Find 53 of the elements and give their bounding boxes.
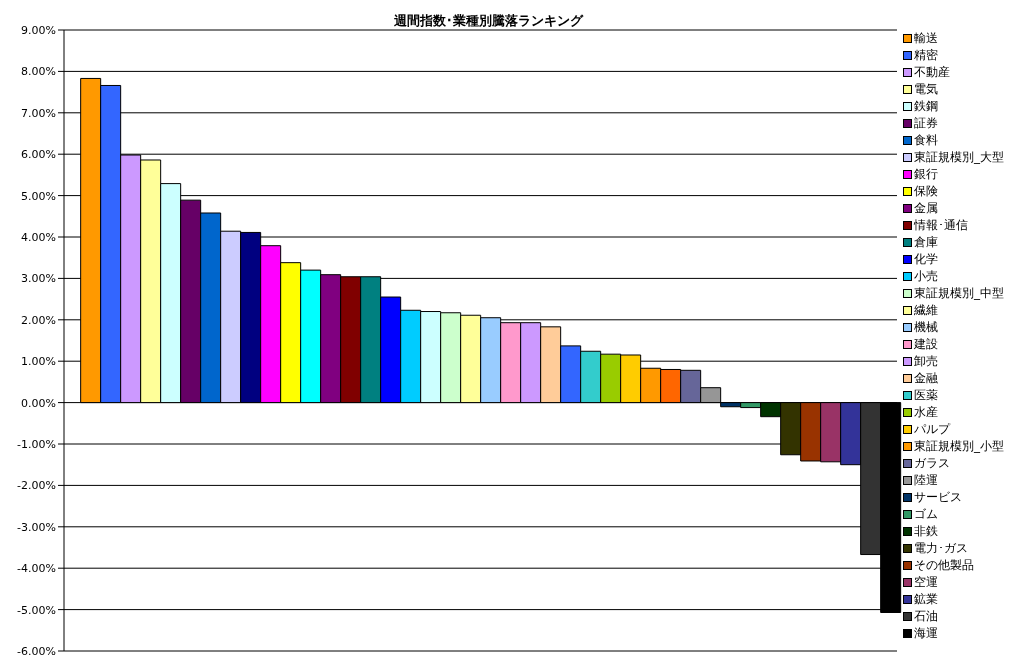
y-tick-label: -6.00% <box>17 644 56 658</box>
legend-label: 化学 <box>914 250 938 268</box>
legend-label: 鉄鋼 <box>914 97 938 115</box>
legend-label: 東証規模別_中型 <box>914 284 1004 302</box>
legend-label: ガラス <box>914 454 950 472</box>
legend-label: 金属 <box>914 199 938 217</box>
legend-label: 医薬 <box>914 386 938 404</box>
legend-label: 卸売 <box>914 352 938 370</box>
y-tick-label: 2.00% <box>21 313 56 327</box>
y-tick-label: -5.00% <box>17 603 56 617</box>
y-tick-label: -1.00% <box>17 437 56 451</box>
legend-label: その他製品 <box>914 556 974 574</box>
y-tick-label: 7.00% <box>21 106 56 120</box>
legend-label: 繊維 <box>914 301 938 319</box>
legend-label: 空運 <box>914 573 938 591</box>
legend-label: 非鉄 <box>914 522 938 540</box>
legend-label: 銀行 <box>914 165 938 183</box>
legend-label: 不動産 <box>914 63 950 81</box>
legend-label: ゴム <box>914 505 938 523</box>
legend-label: 水産 <box>914 403 938 421</box>
legend-label: 精密 <box>914 46 938 64</box>
legend-label: 情報･通信 <box>914 216 968 234</box>
legend-label: パルプ <box>914 420 950 438</box>
chart-title: 週間指数･業種別騰落ランキング <box>393 13 583 28</box>
legend-label: 食料 <box>914 131 938 149</box>
legend-label: 陸運 <box>914 471 938 489</box>
y-tick-label: 8.00% <box>21 65 56 79</box>
legend-label: 証券 <box>914 114 938 132</box>
legend-label: 東証規模別_大型 <box>914 148 1004 166</box>
y-tick-label: 6.00% <box>21 148 56 162</box>
y-tick-label: -3.00% <box>17 520 56 534</box>
y-tick-label: 4.00% <box>21 230 56 244</box>
legend-label: 機械 <box>914 318 938 336</box>
y-tick-label: 5.00% <box>21 189 56 203</box>
y-tick-label: 0.00% <box>21 396 56 410</box>
legend-label: 小売 <box>914 267 938 285</box>
legend-label: 金融 <box>914 369 938 387</box>
legend-label: 保険 <box>914 182 938 200</box>
legend-label: サービス <box>914 488 962 506</box>
legend-label: 倉庫 <box>914 233 938 251</box>
legend-label: 輸送 <box>914 29 938 47</box>
legend-label: 海運 <box>914 624 938 642</box>
legend-label: 建設 <box>914 335 938 353</box>
y-tick-label: 9.00% <box>21 23 56 37</box>
legend-label: 鉱業 <box>914 590 938 608</box>
legend-label: 電気 <box>914 80 938 98</box>
legend-label: 電力･ガス <box>914 539 968 557</box>
y-tick-label: -4.00% <box>17 562 56 576</box>
y-tick-label: 3.00% <box>21 272 56 286</box>
y-tick-label: 1.00% <box>21 355 56 369</box>
legend-label: 東証規模別_小型 <box>914 437 1004 455</box>
legend-label: 石油 <box>914 607 938 625</box>
y-tick-label: -2.00% <box>17 479 56 493</box>
